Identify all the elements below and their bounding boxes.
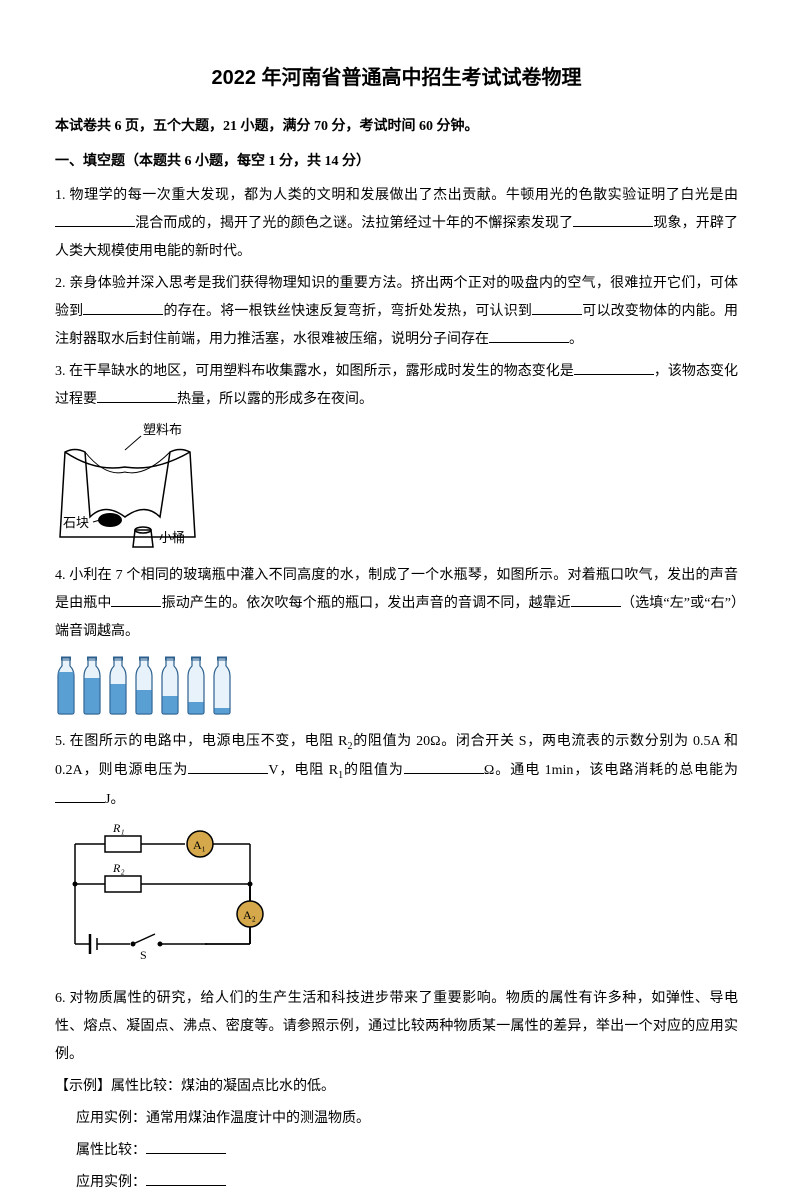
svg-text:R₂: R₂	[112, 861, 125, 875]
q5-text-e: Ω。通电 1min，该电路消耗的总电能为	[484, 763, 738, 778]
section1-header: 一、填空题（本题共 6 小题，每空 1 分，共 14 分）	[55, 149, 738, 174]
q6-text-a: 6. 对物质属性的研究，给人们的生产生活和科技进步带来了重要影响。物质的属性有许…	[55, 991, 738, 1062]
q5-text-a: 5. 在图所示的电路中，电源电压不变，电阻 R	[55, 734, 348, 749]
bottle	[211, 656, 233, 716]
q3-text-c: 热量，所以露的形成多在夜间。	[177, 392, 373, 407]
svg-text:A₁: A₁	[193, 838, 206, 852]
q5-text-d: 的阻值为	[343, 763, 404, 778]
question-1: 1. 物理学的每一次重大发现，都为人类的文明和发展做出了杰出贡献。牛顿用光的色散…	[55, 182, 738, 266]
blank[interactable]	[146, 1172, 226, 1186]
blank[interactable]	[532, 301, 582, 315]
q1-text-a: 1. 物理学的每一次重大发现，都为人类的文明和发展做出了杰出贡献。牛顿用光的色散…	[55, 188, 738, 203]
bottle	[107, 656, 129, 716]
q2-text-d: 。	[569, 332, 583, 347]
question-6: 6. 对物质属性的研究，给人们的生产生活和科技进步带来了重要影响。物质的属性有许…	[55, 985, 738, 1069]
q5-text-f: J。	[105, 792, 124, 807]
q6-attr-label: 属性比较：	[76, 1143, 146, 1158]
bottle	[81, 656, 103, 716]
blank[interactable]	[404, 760, 484, 774]
bottle	[159, 656, 181, 716]
svg-text:R₁: R₁	[112, 824, 125, 835]
figure-circuit: R₁ A₁ R₂ A₂ S	[55, 824, 738, 973]
blank[interactable]	[574, 361, 654, 375]
q1-text-b: 混合而成的，揭开了光的颜色之谜。法拉第经过十年的不懈探索发现了	[135, 216, 573, 231]
question-3: 3. 在干旱缺水的地区，可用塑料布收集露水，如图所示，露形成时发生的物态变化是，…	[55, 358, 738, 414]
blank[interactable]	[188, 760, 268, 774]
q5-text-c: V，电阻 R	[268, 763, 338, 778]
blank[interactable]	[573, 213, 653, 227]
svg-text:A₂: A₂	[243, 908, 256, 922]
label-bucket: 小桶	[159, 530, 185, 545]
q2-text-b: 的存在。将一根铁丝快速反复弯折，弯折处发热，可认识到	[163, 304, 532, 319]
blank[interactable]	[571, 593, 621, 607]
bottle	[133, 656, 155, 716]
label-stone: 石块	[63, 515, 89, 530]
blank[interactable]	[97, 389, 177, 403]
question-4: 4. 小利在 7 个相同的玻璃瓶中灌入不同高度的水，制成了一个水瓶琴，如图所示。…	[55, 562, 738, 646]
blank[interactable]	[111, 593, 161, 607]
q6-example-label: 【示例】属性比较：煤油的凝固点比水的低。	[55, 1073, 738, 1101]
figure-plastic-sheet: 塑料布 石块 小桶	[55, 422, 738, 552]
question-5: 5. 在图所示的电路中，电源电压不变，电阻 R2的阻值为 20Ω。闭合开关 S，…	[55, 728, 738, 814]
label-plastic: 塑料布	[143, 422, 182, 437]
q4-text-b: 振动产生的。依次吹每个瓶的瓶口，发出声音的音调不同，越靠近	[161, 596, 570, 611]
q6-app-label: 应用实例：	[76, 1175, 146, 1190]
bottle	[55, 656, 77, 716]
svg-text:S: S	[140, 948, 147, 962]
blank[interactable]	[489, 329, 569, 343]
question-2: 2. 亲身体验并深入思考是我们获得物理知识的重要方法。挤出两个正对的吸盘内的空气…	[55, 270, 738, 354]
q6-app-row: 应用实例：	[55, 1169, 738, 1197]
subtitle: 本试卷共 6 页，五个大题，21 小题，满分 70 分，考试时间 60 分钟。	[55, 114, 738, 139]
blank[interactable]	[55, 213, 135, 227]
blank[interactable]	[146, 1140, 226, 1154]
q3-text-a: 3. 在干旱缺水的地区，可用塑料布收集露水，如图所示，露形成时发生的物态变化是	[55, 364, 574, 379]
blank[interactable]	[83, 301, 163, 315]
blank[interactable]	[55, 789, 105, 803]
page-title: 2022 年河南省普通高中招生考试试卷物理	[55, 60, 738, 96]
bottle	[185, 656, 207, 716]
q6-attr-row: 属性比较：	[55, 1137, 738, 1165]
figure-bottles	[55, 656, 738, 716]
q6-example-use: 应用实例：通常用煤油作温度计中的测温物质。	[55, 1105, 738, 1133]
